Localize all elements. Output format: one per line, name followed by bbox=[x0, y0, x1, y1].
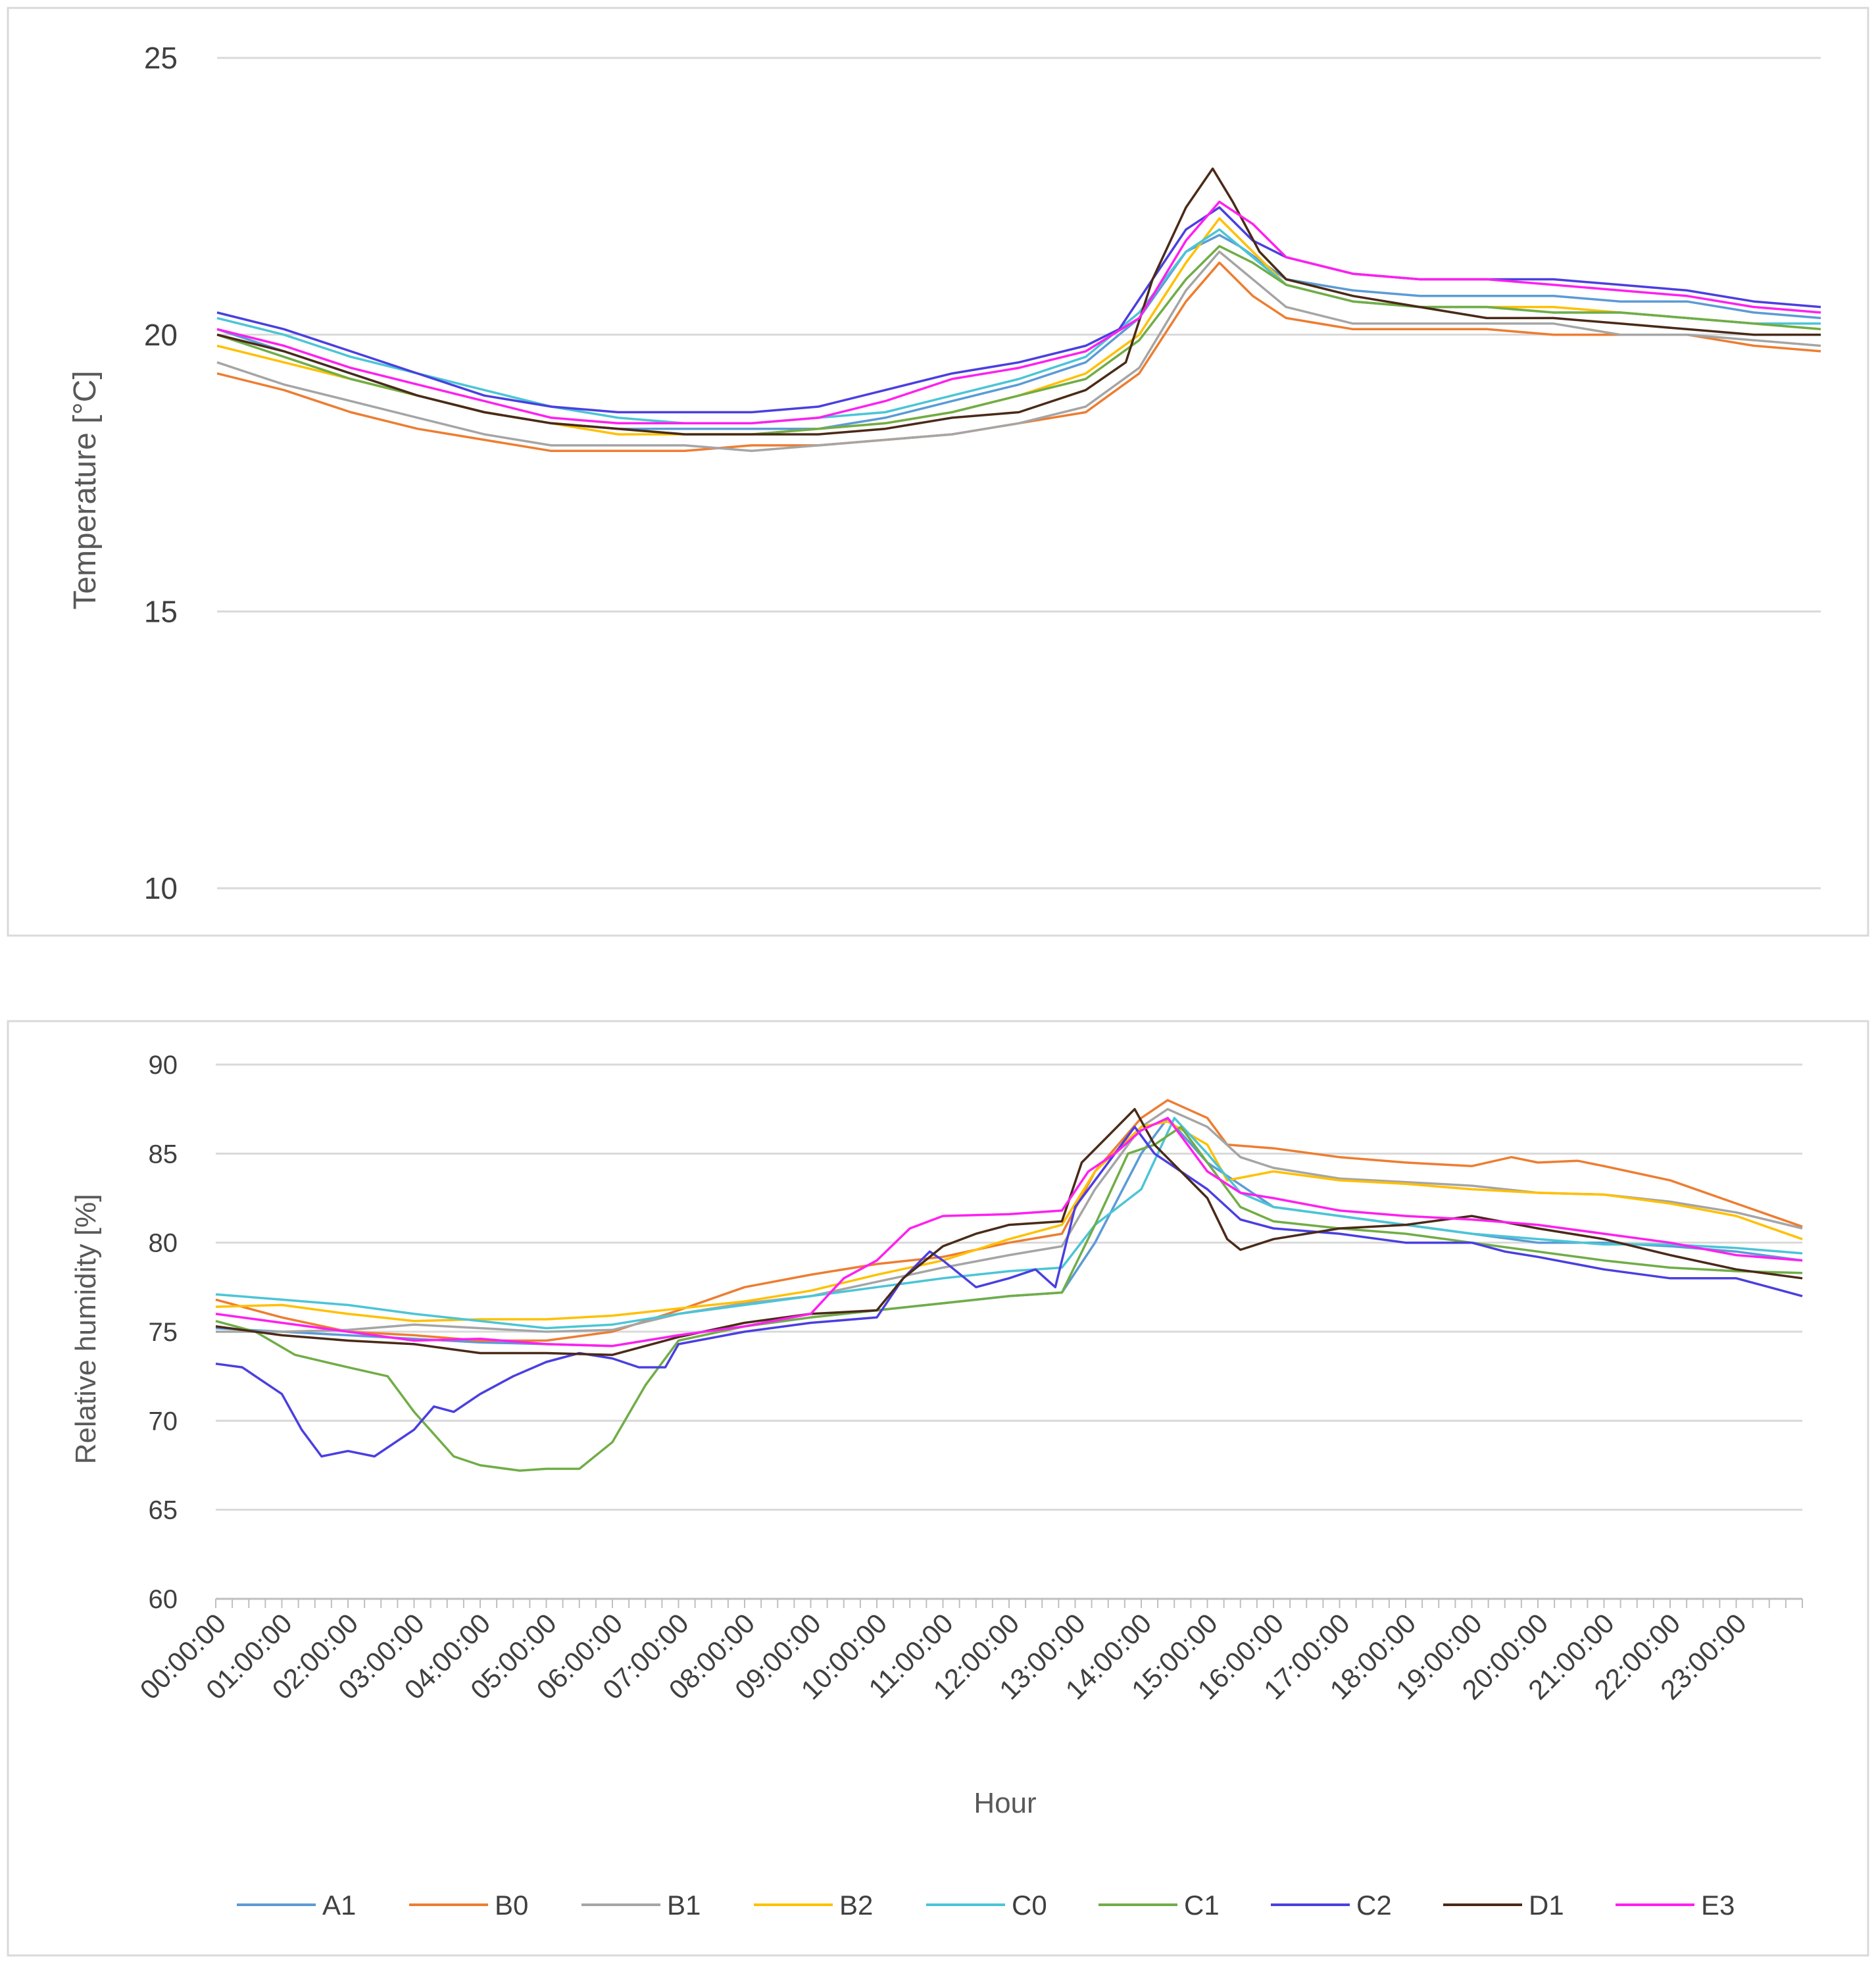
hum-series-b0 bbox=[215, 1099, 1803, 1342]
temperature-series-lines bbox=[216, 167, 1821, 453]
legend-item-e3: E3 bbox=[1616, 1890, 1735, 1921]
legend-label-b1: B1 bbox=[667, 1890, 701, 1921]
temp-series-e3 bbox=[216, 200, 1821, 425]
legend-item-c2: C2 bbox=[1271, 1890, 1392, 1921]
temp-y-tick-10: 10 bbox=[144, 871, 178, 905]
temp-series-b0 bbox=[216, 261, 1821, 453]
hum-y-tick-60: 60 bbox=[149, 1585, 178, 1614]
humidity-y-tick-labels: 60 65 70 75 80 85 90 bbox=[149, 1051, 178, 1614]
legend-label-a1: A1 bbox=[322, 1890, 356, 1921]
humidity-chart-frame bbox=[7, 1020, 1869, 1957]
legend-label-c0: C0 bbox=[1012, 1890, 1047, 1921]
legend-item-c1: C1 bbox=[1098, 1890, 1220, 1921]
legend-label-b2: B2 bbox=[839, 1890, 873, 1921]
legend-label-d1: D1 bbox=[1529, 1890, 1564, 1921]
hum-y-tick-90: 90 bbox=[149, 1051, 178, 1080]
humidity-x-axis-title: Hour bbox=[974, 1787, 1036, 1819]
temperature-y-tick-labels: 10 15 20 25 bbox=[144, 41, 178, 905]
hum-y-tick-85: 85 bbox=[149, 1140, 178, 1169]
legend-label-c2: C2 bbox=[1356, 1890, 1392, 1921]
legend-item-b1: B1 bbox=[581, 1890, 701, 1921]
legend-item-b2: B2 bbox=[754, 1890, 873, 1921]
temp-y-tick-25: 25 bbox=[144, 41, 178, 75]
temperature-y-axis-title: Temperature [°C] bbox=[68, 370, 103, 609]
legend-item-c0: C0 bbox=[926, 1890, 1047, 1921]
hum-y-tick-70: 70 bbox=[149, 1407, 178, 1436]
hum-series-c2 bbox=[215, 1125, 1803, 1458]
hum-y-tick-80: 80 bbox=[149, 1229, 178, 1258]
legend-label-e3: E3 bbox=[1701, 1890, 1735, 1921]
humidity-series-lines bbox=[215, 1099, 1803, 1472]
temp-series-d1 bbox=[216, 167, 1821, 436]
humidity-y-axis-title: Relative humidity [%] bbox=[70, 1194, 102, 1465]
legend: A1 B0 B1 B2 C0 C1 C2 D1 E3 bbox=[237, 1890, 1735, 1921]
temp-y-tick-15: 15 bbox=[144, 594, 178, 628]
hum-series-e3 bbox=[215, 1117, 1803, 1347]
legend-label-c1: C1 bbox=[1184, 1890, 1220, 1921]
legend-label-b0: B0 bbox=[495, 1890, 528, 1921]
temp-series-c2 bbox=[216, 206, 1821, 414]
hum-series-c0 bbox=[215, 1117, 1803, 1330]
temperature-gridlines bbox=[217, 57, 1821, 890]
legend-item-d1: D1 bbox=[1443, 1890, 1564, 1921]
temperature-chart-frame bbox=[7, 7, 1869, 937]
hum-y-tick-75: 75 bbox=[149, 1318, 178, 1347]
legend-item-a1: A1 bbox=[237, 1890, 356, 1921]
legend-item-b0: B0 bbox=[409, 1890, 528, 1921]
hum-series-b1 bbox=[216, 1107, 1803, 1333]
temp-series-b1 bbox=[216, 250, 1821, 453]
temp-y-tick-20: 20 bbox=[144, 318, 178, 352]
hum-series-b2 bbox=[215, 1120, 1803, 1322]
hum-series-c1 bbox=[215, 1125, 1803, 1472]
hum-y-tick-65: 65 bbox=[149, 1496, 178, 1525]
humidity-x-axis bbox=[215, 1598, 1803, 1608]
